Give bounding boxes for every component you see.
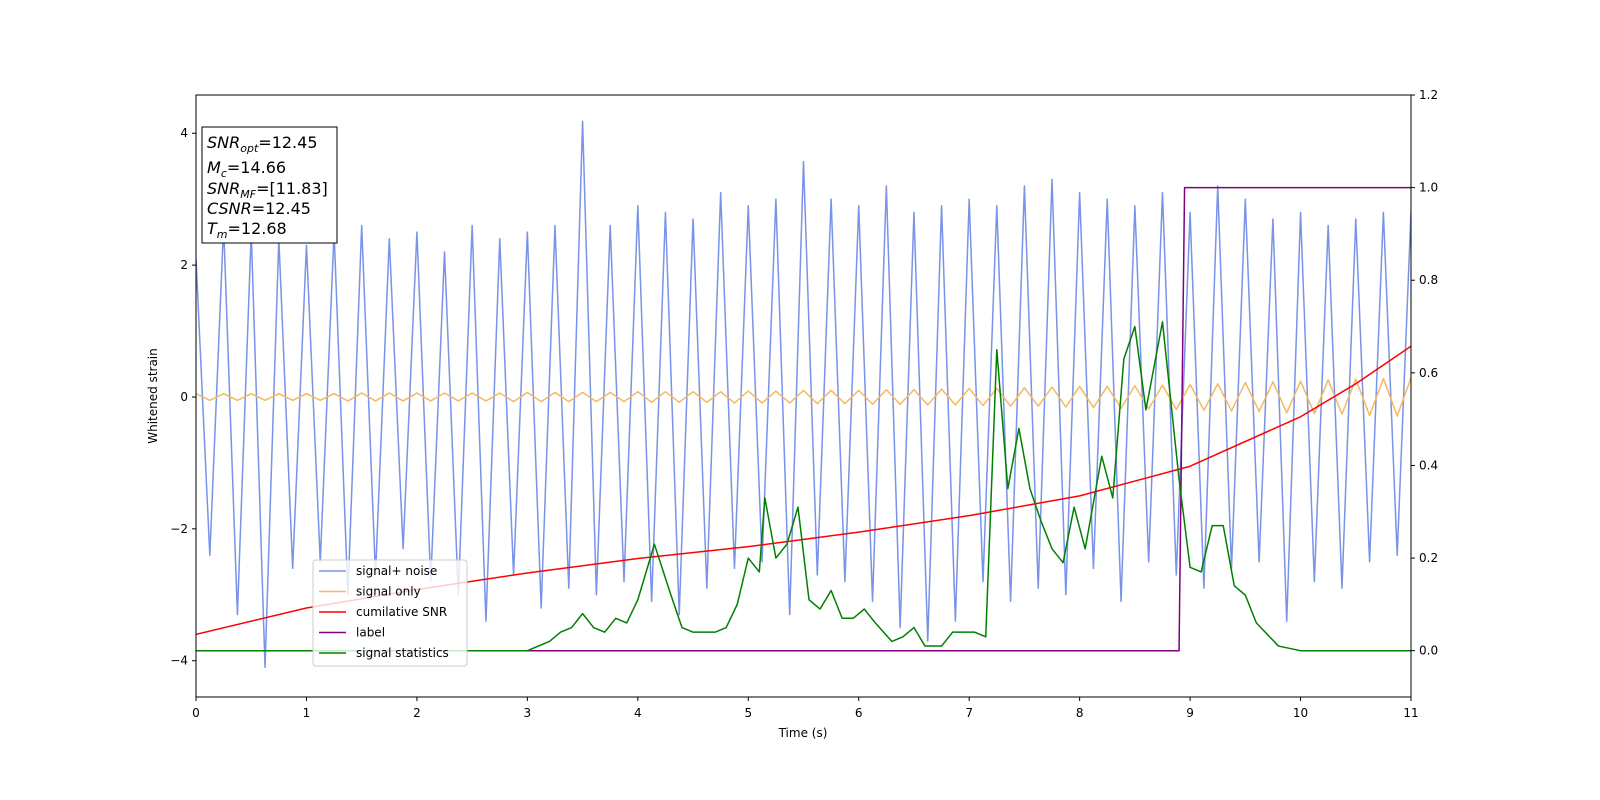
annotation-rest: =12.45: [258, 133, 317, 152]
x-tick-label: 10: [1293, 706, 1308, 720]
x-tick-label: 0: [192, 706, 200, 720]
x-tick-label: 3: [524, 706, 532, 720]
annotation-sub: MF: [240, 188, 256, 201]
annotation: SNRopt=12.45: [207, 133, 318, 155]
annotation-box: SNRopt=12.45Mc=14.66SNRMF=[11.83]CSNR=12…: [201, 126, 338, 244]
x-tick-label: 9: [1186, 706, 1194, 720]
annotation: CSNR=12.45: [207, 199, 311, 218]
annotation-main: SNR: [207, 179, 240, 198]
y2-tick-label: 1.2: [1419, 88, 1438, 102]
x-tick-label: 8: [1076, 706, 1084, 720]
annotation: Mc=14.66: [207, 158, 286, 180]
series-line: [196, 120, 1411, 669]
legend-label: signal only: [356, 585, 421, 599]
annotation-rest: =12.68: [228, 219, 287, 238]
x-tick-label: 4: [634, 706, 642, 720]
annotation-main: M: [207, 158, 221, 177]
series-line: [196, 377, 1411, 417]
x-tick-label: 6: [855, 706, 863, 720]
annotation-main: SNR: [207, 133, 240, 152]
y2-tick-label: 0.6: [1419, 366, 1438, 380]
plot-frame: [195, 94, 1412, 698]
annotation-rest: =14.66: [227, 158, 286, 177]
series-line: [196, 186, 1411, 652]
y-tick-label: 4: [180, 126, 188, 140]
x-tick-label: 5: [744, 706, 752, 720]
legend-label: signal statistics: [356, 646, 449, 660]
annotation: SNRMF=[11.83]: [207, 179, 328, 201]
annotation: Tm=12.68: [207, 219, 287, 241]
y-tick-label: 2: [180, 258, 188, 272]
annotation-main: CSNR: [207, 199, 252, 218]
y2-tick-label: 0.2: [1419, 551, 1438, 565]
x-tick-label: 1: [303, 706, 311, 720]
annotation-main: T: [207, 219, 218, 238]
legend-frame: [312, 559, 468, 667]
legend-label: cumilative SNR: [356, 605, 447, 619]
y-tick-label: −2: [170, 522, 188, 536]
x-tick-label: 2: [413, 706, 421, 720]
legend-label: label: [356, 626, 385, 640]
y2-tick-label: 0.4: [1419, 458, 1438, 472]
y-tick-label: 0: [180, 390, 188, 404]
y-tick-label: −4: [170, 654, 188, 668]
annotation-sub: opt: [240, 142, 259, 155]
x-tick-label: 11: [1403, 706, 1418, 720]
y2-tick-label: 0.8: [1419, 273, 1438, 287]
annotation-frame: [201, 126, 338, 244]
y-axis-label: Whitened strain: [146, 348, 160, 444]
annotation-sub: m: [217, 228, 228, 241]
annotation-sub: c: [221, 167, 227, 180]
annotation-rest: =12.45: [252, 199, 311, 218]
x-tick-label: 7: [965, 706, 973, 720]
legend-label: signal+ noise: [356, 564, 437, 578]
series-line: [196, 321, 1411, 652]
annotation-rest: =[11.83]: [256, 179, 328, 198]
legend: signal+ noise signal only cumilative SNR la…: [312, 559, 468, 667]
x-axis-label: Time (s): [778, 726, 828, 740]
y2-tick-label: 0.0: [1419, 644, 1438, 658]
y2-tick-label: 1.0: [1419, 181, 1438, 195]
